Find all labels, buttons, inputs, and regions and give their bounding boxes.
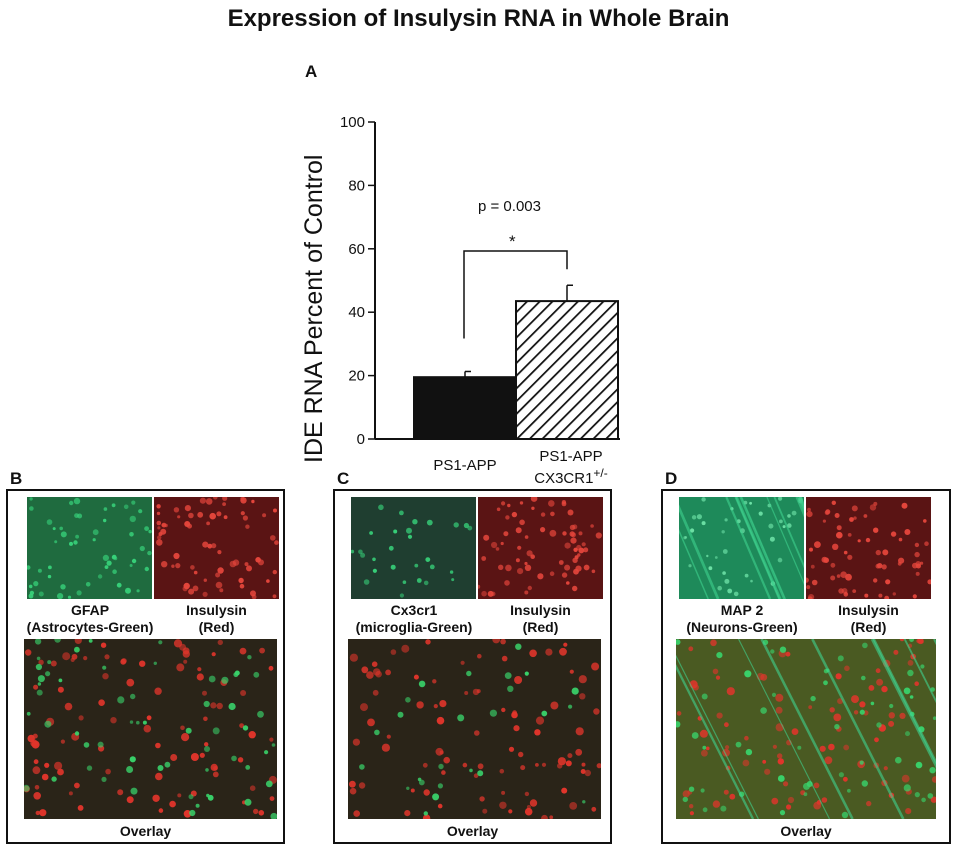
panel-d-box: MAP 2 (Neurons-Green) Insulysin (Red) Overla… bbox=[661, 489, 951, 844]
y-tick-label: 0 bbox=[357, 431, 365, 448]
panel-c-box: Cx3cr1 (microglia-Green) Insulysin (Red) Ove… bbox=[333, 489, 612, 844]
y-tick-label: 60 bbox=[348, 241, 365, 258]
p-value-annotation: p = 0.003 bbox=[478, 198, 541, 215]
green-channel-image bbox=[27, 497, 152, 599]
green-channel-image bbox=[351, 497, 476, 599]
red-channel-image bbox=[806, 497, 931, 599]
panel-b-box: GFAP (Astrocytes-Green) Insulysin (Red) Over… bbox=[6, 489, 285, 844]
overlay-image bbox=[24, 639, 277, 819]
green-channel-caption: GFAP (Astrocytes-Green) bbox=[26, 602, 154, 635]
bar-ps1-app bbox=[413, 376, 517, 440]
overlay-caption: Overlay bbox=[119, 823, 172, 839]
y-tick-label: 40 bbox=[348, 304, 365, 321]
x-category-label-1: PS1-APP bbox=[433, 457, 497, 474]
y-tick-label: 80 bbox=[348, 177, 365, 194]
panel-a-label: A bbox=[305, 62, 318, 81]
overlay-caption: Overlay bbox=[446, 823, 499, 839]
green-channel-caption: Cx3cr1 (microglia-Green) bbox=[355, 602, 473, 635]
red-channel-caption: Insulysin (Red) bbox=[510, 602, 571, 635]
panel-c-label: C bbox=[337, 469, 350, 488]
bar-chart: 0 20 40 60 80 100 bbox=[340, 114, 620, 448]
overlay-image bbox=[348, 639, 601, 819]
red-channel-image bbox=[154, 497, 279, 599]
red-channel-caption: Insulysin (Red) bbox=[838, 602, 899, 635]
y-tick-label: 100 bbox=[340, 114, 365, 131]
green-channel-caption: MAP 2 (Neurons-Green) bbox=[686, 602, 798, 635]
significance-asterisk: * bbox=[509, 232, 516, 251]
overlay-image bbox=[676, 639, 936, 819]
green-channel-image bbox=[679, 497, 804, 599]
panel-d-label: D bbox=[665, 469, 678, 488]
significance-bracket bbox=[463, 250, 568, 339]
bar-ps1-app-cx3cr1 bbox=[515, 300, 619, 441]
red-channel-image bbox=[478, 497, 603, 599]
x-category-label-2: PS1-APP CX3CR1+/- bbox=[534, 448, 608, 487]
overlay-caption: Overlay bbox=[780, 823, 832, 839]
panel-b-label: B bbox=[10, 469, 23, 488]
red-channel-caption: Insulysin (Red) bbox=[186, 602, 247, 635]
figure-title: Expression of Insulysin RNA in Whole Bra… bbox=[227, 5, 730, 32]
y-tick-label: 20 bbox=[348, 368, 365, 385]
